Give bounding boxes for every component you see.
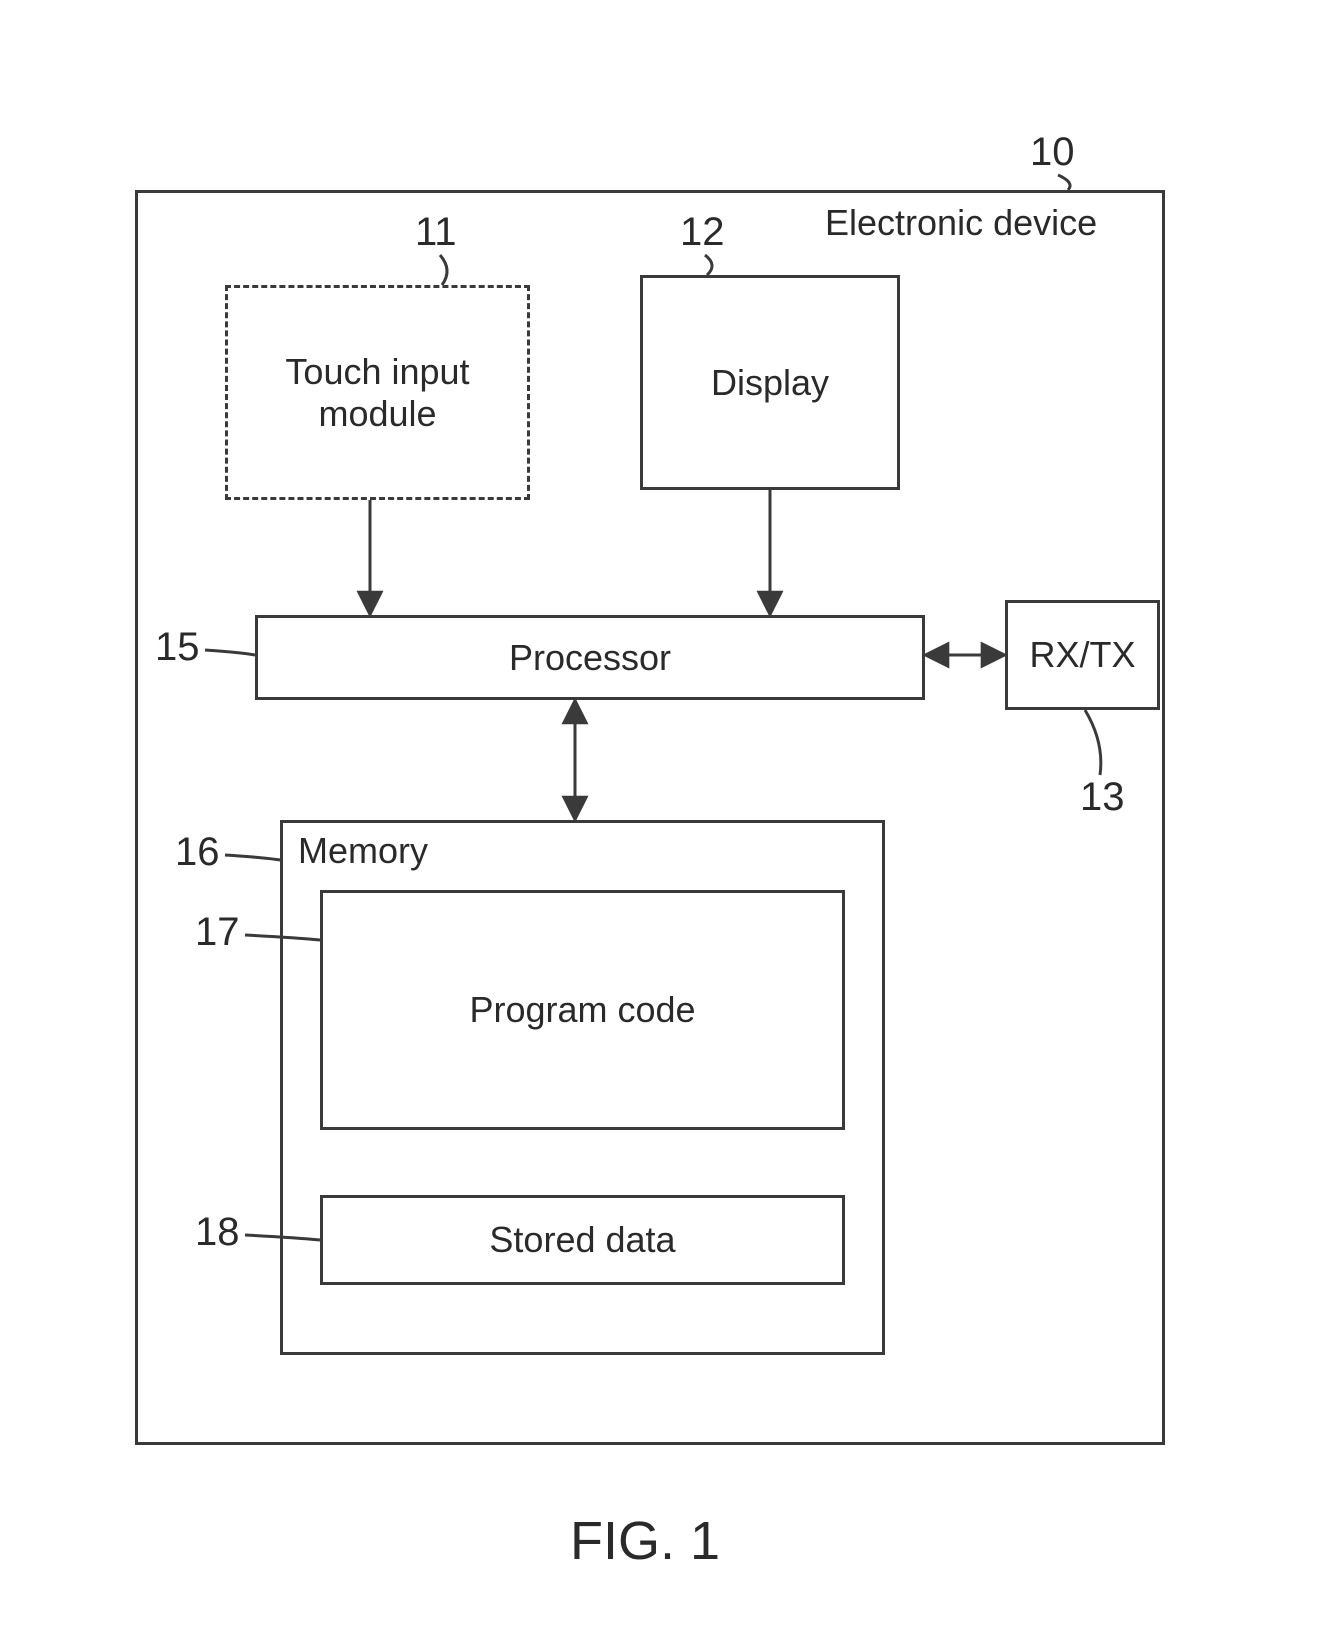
ref-10: 10 xyxy=(1030,130,1075,175)
label-electronic-device: Electronic device xyxy=(825,202,1097,244)
label-stored-data: Stored data xyxy=(489,1219,675,1261)
block-stored-data: Stored data xyxy=(320,1195,845,1285)
label-memory: Memory xyxy=(298,830,428,872)
ref-12: 12 xyxy=(680,210,725,255)
ref-16: 16 xyxy=(175,830,220,875)
label-processor: Processor xyxy=(509,637,671,679)
label-display: Display xyxy=(711,362,829,404)
label-program-code: Program code xyxy=(469,989,695,1031)
figure-caption: FIG. 1 xyxy=(570,1510,720,1572)
block-display: Display xyxy=(640,275,900,490)
block-touch-input-module: Touch input module xyxy=(225,285,530,500)
diagram-canvas: Electronic device Touch input module Dis… xyxy=(0,0,1338,1640)
ref-18: 18 xyxy=(195,1210,240,1255)
block-rx-tx: RX/TX xyxy=(1005,600,1160,710)
ref-15: 15 xyxy=(155,625,200,670)
block-program-code: Program code xyxy=(320,890,845,1130)
ref-11: 11 xyxy=(415,210,457,255)
label-touch-input-module: Touch input module xyxy=(228,351,527,435)
ref-13: 13 xyxy=(1080,775,1125,820)
ref-17: 17 xyxy=(195,910,240,955)
label-rx-tx: RX/TX xyxy=(1029,634,1135,676)
block-processor: Processor xyxy=(255,615,925,700)
